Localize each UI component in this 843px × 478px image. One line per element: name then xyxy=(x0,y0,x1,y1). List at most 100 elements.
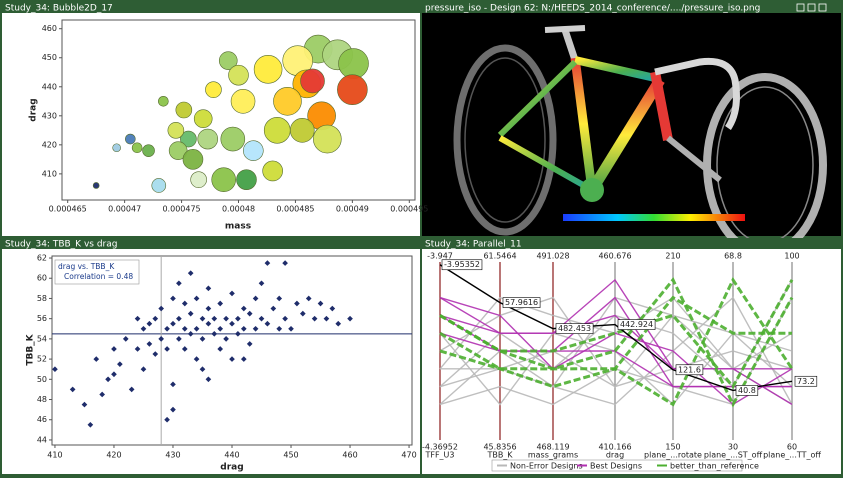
point xyxy=(111,371,117,378)
bubble xyxy=(253,55,283,84)
point xyxy=(305,295,312,302)
value-label-box xyxy=(735,385,759,396)
point xyxy=(170,320,176,327)
point xyxy=(158,336,165,342)
point xyxy=(329,305,336,312)
y-tick-label: 60 xyxy=(37,274,47,283)
point xyxy=(229,320,235,327)
point xyxy=(187,270,194,277)
value-label-box xyxy=(617,319,656,330)
axis-name: plane_...rotate xyxy=(644,451,702,460)
point xyxy=(276,325,283,332)
point xyxy=(205,305,212,312)
bubble xyxy=(228,64,249,86)
x-tick-label: 460 xyxy=(342,451,357,460)
point xyxy=(181,300,188,307)
bubble xyxy=(243,140,264,161)
y-tick-label: 430 xyxy=(42,111,57,120)
icon[interactable] xyxy=(796,3,805,12)
design-line xyxy=(439,264,793,392)
icon[interactable] xyxy=(818,3,827,12)
axis-bottom-label: -4.36952 xyxy=(422,443,458,452)
point xyxy=(181,346,188,352)
point xyxy=(187,330,194,337)
y-tick-label: 410 xyxy=(42,169,57,178)
bubble xyxy=(236,169,257,190)
bubble xyxy=(112,143,121,153)
point xyxy=(205,320,212,327)
legend-label: Non-Error Designs xyxy=(510,462,583,471)
y-axis-label: TBB_K xyxy=(26,333,36,365)
point xyxy=(229,290,235,297)
point xyxy=(223,336,229,342)
y-tick-label: 58 xyxy=(37,294,47,303)
x-tick-label: 450 xyxy=(283,451,298,460)
panel-header xyxy=(2,2,420,13)
x-tick-label: 430 xyxy=(165,451,180,460)
axis-top-label: -3.947 xyxy=(427,252,453,261)
point xyxy=(134,315,141,322)
x-tick-label: 0.000475 xyxy=(162,205,200,214)
legend-box xyxy=(491,459,743,472)
point xyxy=(264,320,271,327)
bubble xyxy=(220,126,246,152)
value-label-box xyxy=(441,259,483,271)
x-tick-label: 0.000495 xyxy=(390,205,428,214)
axis-top-label: 491.028 xyxy=(536,252,569,261)
point xyxy=(317,300,324,307)
point xyxy=(258,315,265,322)
legend-box xyxy=(54,259,140,285)
value-label: 121.6 xyxy=(678,365,701,374)
x-axis-label: mass xyxy=(225,222,251,232)
value-label: 40.8 xyxy=(738,386,756,395)
point xyxy=(199,336,206,342)
point xyxy=(193,295,200,302)
panel-title: pressure_iso - Design 62: N:/HEEDS_2014_… xyxy=(425,4,760,14)
point xyxy=(164,325,170,332)
panel-title: Study_34: TBB_K vs drag xyxy=(5,240,117,250)
x-tick-label: 0.00049 xyxy=(336,205,369,214)
point xyxy=(211,315,218,322)
point xyxy=(240,325,247,332)
legend-text: Correlation = 0.48 xyxy=(64,272,133,281)
point xyxy=(193,325,200,332)
value-label: -3.95352 xyxy=(444,260,480,269)
panel-header xyxy=(2,238,420,249)
axis-top-label: 100 xyxy=(784,252,799,261)
axis-bottom-label: 45.8356 xyxy=(483,443,516,452)
y-tick-label: 450 xyxy=(42,53,57,62)
y-tick-label: 440 xyxy=(42,82,57,91)
legend-text: drag vs. TBB_K xyxy=(58,262,115,271)
y-tick-label: 48 xyxy=(37,395,47,404)
axis-bottom-label: 410.166 xyxy=(598,443,631,452)
icon[interactable] xyxy=(807,3,816,12)
axis-top-label: 460.676 xyxy=(598,252,631,261)
x-tick-label: 440 xyxy=(224,451,239,460)
point xyxy=(152,315,159,322)
point xyxy=(217,325,224,332)
x-tick-label: 0.000465 xyxy=(49,205,87,214)
design-line xyxy=(439,279,794,390)
bubble xyxy=(197,128,219,150)
point xyxy=(323,315,330,322)
design-line xyxy=(439,295,792,389)
y-tick-label: 46 xyxy=(37,415,47,424)
axis-bottom-label: 30 xyxy=(728,443,738,452)
legend-label: better_than_reference xyxy=(670,462,759,471)
bubble xyxy=(262,160,283,182)
point xyxy=(170,381,176,388)
panel-title: Study_34: Bubble2D_17 xyxy=(5,4,113,14)
point xyxy=(164,346,170,352)
bubble xyxy=(337,74,368,105)
bubble xyxy=(273,86,302,116)
y-tick-label: 44 xyxy=(37,435,47,444)
point xyxy=(146,341,153,347)
point xyxy=(335,320,342,327)
bubble xyxy=(313,124,342,154)
point xyxy=(217,300,224,307)
point xyxy=(146,320,153,327)
point xyxy=(294,300,300,307)
point xyxy=(246,341,253,347)
point xyxy=(93,356,100,362)
point xyxy=(193,356,200,362)
